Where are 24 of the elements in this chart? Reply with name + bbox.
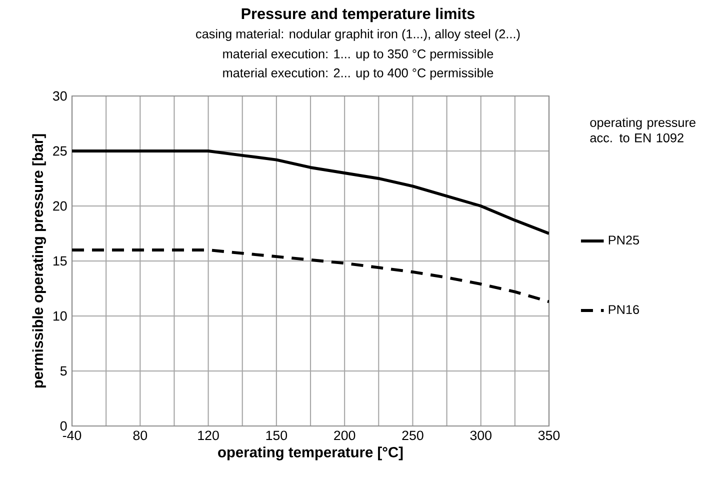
x-tick-label: 150 [266, 430, 288, 440]
y-tick-label: 0 [60, 421, 67, 431]
y-axis-title: permissible operating pressure [bar] [32, 134, 46, 388]
y-tick-label: 25 [53, 146, 67, 156]
x-tick-label: 250 [402, 430, 424, 440]
legend-label: PN25 [608, 236, 640, 245]
y-tick-label: 20 [53, 201, 67, 211]
x-tick-label: 350 [538, 430, 560, 440]
x-tick-label: 200 [334, 430, 356, 440]
text: material execution: 1... up to 350 °C permissible [223, 49, 494, 61]
y-tick-label: 5 [60, 366, 67, 376]
legend-label: PN16 [608, 305, 639, 314]
x-tick-label: 120 [198, 430, 219, 440]
x-tick-label: 300 [470, 430, 492, 440]
y-tick-label: 30 [52, 91, 67, 101]
x-tick-label: -40 [62, 430, 82, 440]
x-tick-label: 80 [133, 430, 148, 440]
text: material execution: 2... up to 400 °C permissible [223, 68, 494, 80]
y-tick-label: 10 [53, 311, 67, 321]
chart-title: Pressure and temperature limits [242, 8, 475, 22]
x-axis-title: operating temperature [°C] [218, 446, 403, 460]
legend-title: operating pressure acc. to EN 1092 [590, 118, 696, 142]
y-tick-label: 15 [53, 256, 67, 266]
chart-subtitle: casing material: nodular graphit iron (1...), alloy steel (2...) [196, 29, 520, 41]
